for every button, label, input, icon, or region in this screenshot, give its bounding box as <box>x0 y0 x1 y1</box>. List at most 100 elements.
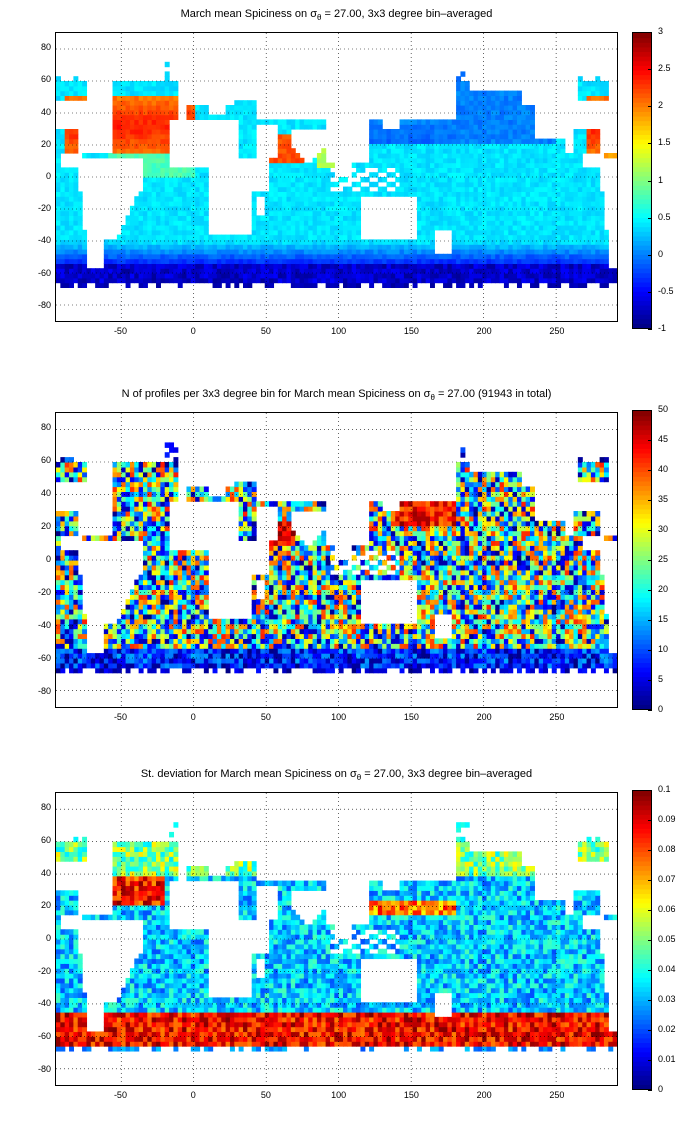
heatmap-cell <box>299 268 305 274</box>
heatmap-cell <box>238 496 244 502</box>
heatmap-cell <box>308 225 314 231</box>
heatmap-cell <box>156 633 161 639</box>
heatmap-cell <box>560 201 566 207</box>
heatmap-cell <box>173 268 179 274</box>
heatmap-cell <box>490 220 496 226</box>
heatmap-cell <box>403 191 409 197</box>
heatmap-cell <box>182 220 188 226</box>
heatmap-cell <box>69 555 74 561</box>
heatmap-cell <box>495 229 501 236</box>
heatmap-cell <box>482 105 488 111</box>
heatmap-cell <box>547 201 553 207</box>
heatmap-cell <box>156 491 161 497</box>
heatmap-cell <box>295 239 301 245</box>
heatmap-cell <box>112 119 118 125</box>
heatmap-cell <box>569 205 575 212</box>
heatmap-cell <box>247 525 253 532</box>
heatmap-cell <box>112 268 118 274</box>
heatmap-cell <box>516 138 522 144</box>
heatmap-cell <box>164 109 170 116</box>
heatmap-cell <box>295 157 301 164</box>
heatmap-cell <box>321 253 327 260</box>
heatmap-cell <box>586 234 592 240</box>
heatmap-cell <box>69 618 74 625</box>
heatmap-cell <box>269 501 275 507</box>
heatmap-cell <box>451 129 457 135</box>
heatmap-cell <box>156 525 161 532</box>
heatmap-cell <box>260 253 266 260</box>
heatmap-cell <box>69 471 74 478</box>
heatmap-cell <box>160 129 166 135</box>
heatmap-cell <box>142 196 148 202</box>
colorbar-segment <box>633 249 651 255</box>
heatmap-cell <box>516 277 522 284</box>
heatmap-cell <box>530 157 535 164</box>
heatmap-cell <box>286 119 292 125</box>
heatmap-cell <box>516 153 522 159</box>
heatmap-cell <box>116 520 122 527</box>
heatmap-cell <box>156 560 161 566</box>
heatmap-cell <box>169 186 175 192</box>
heatmap-cell <box>121 258 127 264</box>
heatmap-cell <box>443 167 448 173</box>
heatmap-cell <box>582 229 588 236</box>
heatmap-cell <box>142 476 148 483</box>
heatmap-cell <box>121 153 127 159</box>
heatmap-cell <box>456 133 462 140</box>
heatmap-cell <box>290 205 296 212</box>
heatmap-cell <box>577 244 583 250</box>
heatmap-cell <box>299 210 305 216</box>
heatmap-cell <box>151 191 157 197</box>
heatmap-cell <box>95 277 101 284</box>
heatmap-cell <box>116 244 122 250</box>
heatmap-cell <box>177 560 183 566</box>
heatmap-cell <box>251 515 257 522</box>
heatmap-cell <box>564 210 570 216</box>
heatmap-cell <box>395 162 401 168</box>
heatmap-cell <box>325 167 331 173</box>
heatmap-cell <box>486 162 492 168</box>
heatmap-cell <box>486 114 492 120</box>
heatmap-cell <box>234 277 240 284</box>
heatmap-cell <box>77 658 83 664</box>
heatmap-cell <box>399 181 405 188</box>
heatmap-cell <box>212 234 218 240</box>
heatmap-cell <box>347 282 353 288</box>
heatmap-cell <box>482 95 488 101</box>
heatmap-cell <box>360 162 366 168</box>
heatmap-cell <box>142 579 148 586</box>
heatmap-cell <box>164 594 170 600</box>
heatmap-cell <box>577 191 583 197</box>
heatmap-cell <box>160 564 166 571</box>
heatmap-cell <box>499 186 505 192</box>
heatmap-cell <box>495 138 501 144</box>
heatmap-cell <box>156 653 161 659</box>
heatmap-cell <box>477 201 483 207</box>
heatmap-cell <box>151 95 157 101</box>
heatmap-cell <box>503 186 509 192</box>
heatmap-cell <box>190 191 196 197</box>
heatmap-cell <box>251 506 257 512</box>
heatmap-cell <box>447 210 453 216</box>
heatmap-cell <box>316 244 322 250</box>
heatmap-cell <box>316 239 322 245</box>
heatmap-cell <box>482 196 488 202</box>
heatmap-cell <box>160 486 166 492</box>
heatmap-cell <box>312 162 318 168</box>
heatmap-cell <box>177 177 183 183</box>
heatmap-cell <box>173 599 179 605</box>
heatmap-cell <box>90 273 96 279</box>
heatmap-cell <box>316 196 322 202</box>
heatmap-cell <box>590 239 596 245</box>
heatmap-cell <box>77 253 83 260</box>
heatmap-cell <box>547 273 553 279</box>
heatmap-cell <box>399 124 405 130</box>
heatmap-cell <box>247 114 253 120</box>
heatmap-cell <box>73 90 79 96</box>
heatmap-cell <box>69 234 74 240</box>
heatmap-cell <box>499 258 505 264</box>
heatmap-cell <box>490 124 496 130</box>
heatmap-cell <box>164 643 170 649</box>
heatmap-cell <box>582 239 588 245</box>
heatmap-cell <box>277 244 283 250</box>
